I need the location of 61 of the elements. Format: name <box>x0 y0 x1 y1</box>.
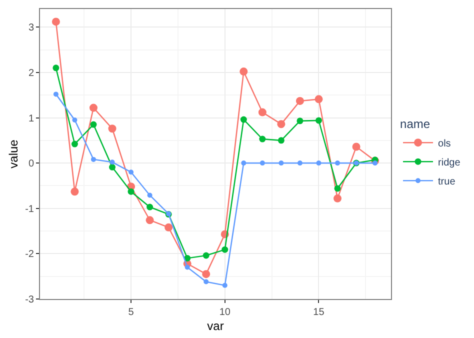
y-tick-label: -2 <box>25 249 34 260</box>
point <box>278 160 284 166</box>
point <box>222 246 228 253</box>
point <box>70 188 79 196</box>
point <box>222 282 228 288</box>
point <box>110 160 115 165</box>
x-axis-title: var <box>207 318 224 333</box>
point <box>52 18 60 26</box>
legend-label: ols <box>438 138 451 150</box>
point <box>240 68 248 76</box>
point <box>90 156 96 162</box>
legend-label: ridge <box>438 158 461 168</box>
point <box>241 160 246 166</box>
point <box>128 170 134 175</box>
point <box>296 96 304 105</box>
point <box>314 95 323 104</box>
x-tick-label: 10 <box>219 307 231 318</box>
point <box>108 124 116 133</box>
point <box>259 136 266 142</box>
point <box>258 108 266 116</box>
point <box>335 160 340 166</box>
point <box>202 270 210 278</box>
point <box>164 223 173 232</box>
point <box>147 192 152 198</box>
point <box>297 160 302 166</box>
point <box>109 164 116 170</box>
point <box>146 216 154 224</box>
x-tick-label: 15 <box>313 307 325 318</box>
point <box>52 64 60 72</box>
y-tick-label: -1 <box>25 204 34 215</box>
point <box>334 185 341 192</box>
point <box>240 116 247 123</box>
x-tick-label: 5 <box>128 307 134 318</box>
point <box>296 118 304 124</box>
point <box>260 160 265 166</box>
legend-title: name <box>400 117 430 132</box>
point <box>372 160 378 166</box>
point <box>184 254 191 262</box>
point <box>128 188 134 195</box>
point <box>352 142 360 151</box>
y-axis-title: value <box>6 139 20 168</box>
point <box>184 264 190 270</box>
point <box>53 92 58 97</box>
legend-label: true <box>438 176 456 188</box>
point <box>277 120 286 128</box>
y-tick-label: 3 <box>28 22 34 34</box>
point <box>146 204 154 210</box>
point <box>278 137 284 144</box>
point <box>315 117 322 124</box>
point <box>89 104 98 112</box>
point <box>90 121 97 128</box>
point <box>316 160 322 166</box>
point <box>334 194 342 202</box>
point <box>71 140 78 148</box>
point <box>202 252 210 259</box>
y-tick-label: 1 <box>28 113 34 124</box>
y-tick-label: 2 <box>28 68 34 79</box>
y-tick-label: 0 <box>28 158 34 170</box>
point <box>72 118 78 123</box>
point <box>204 279 209 284</box>
y-tick-label: -3 <box>25 294 34 306</box>
